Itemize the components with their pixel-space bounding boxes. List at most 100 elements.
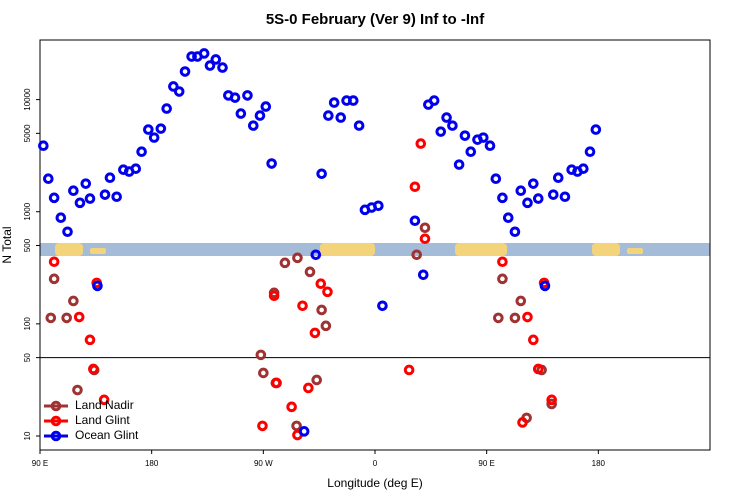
point (179, 66, 191, 77)
y-tick-label: 5000 (23, 124, 32, 142)
point (417, 269, 429, 281)
point (546, 394, 557, 406)
point (304, 266, 316, 278)
point (517, 417, 528, 428)
point (311, 374, 322, 386)
point (92, 280, 103, 292)
point (143, 124, 154, 135)
point (258, 367, 269, 379)
point (217, 62, 228, 73)
point (322, 286, 333, 298)
point (539, 280, 551, 292)
point (497, 256, 508, 268)
point (409, 215, 421, 227)
point (419, 222, 431, 234)
point (48, 192, 60, 204)
point (48, 273, 60, 285)
point (377, 300, 388, 312)
point (298, 426, 310, 437)
point (254, 110, 266, 121)
point (447, 120, 458, 131)
point (229, 92, 241, 103)
point (559, 191, 571, 203)
point (515, 185, 527, 197)
point (347, 95, 359, 106)
y-tick-label: 10 (23, 431, 32, 440)
point (584, 146, 596, 158)
point (320, 320, 332, 332)
point (45, 312, 57, 324)
point (522, 197, 533, 209)
point (271, 377, 282, 389)
point (155, 123, 167, 134)
point (373, 200, 384, 212)
point (453, 159, 465, 170)
point (415, 138, 427, 149)
point (84, 334, 96, 346)
point (484, 140, 496, 152)
point (435, 126, 447, 137)
y-tick-label: 10000 (23, 88, 32, 111)
point (409, 181, 421, 193)
point (104, 172, 116, 184)
point (578, 163, 589, 174)
point (315, 278, 327, 290)
point (493, 312, 504, 324)
point (235, 108, 247, 119)
point (204, 60, 216, 71)
point (279, 257, 291, 269)
point (198, 48, 210, 59)
point (74, 197, 86, 209)
point (490, 173, 502, 185)
x-tick-label: 180 (145, 459, 159, 468)
point (130, 163, 142, 174)
point (335, 112, 347, 123)
point (459, 130, 471, 141)
point (528, 178, 539, 189)
point (403, 364, 415, 376)
point (55, 212, 67, 224)
point (84, 193, 96, 204)
point (532, 363, 544, 375)
point (547, 189, 559, 200)
chart-title: 5S-0 February (Ver 9) Inf to -Inf (266, 11, 485, 28)
point (323, 110, 334, 121)
point (552, 172, 564, 184)
point (509, 312, 521, 324)
x-tick-label: 90 E (32, 459, 48, 468)
point (478, 132, 489, 143)
x-tick-label: 90 W (254, 459, 273, 468)
map-strip (40, 243, 710, 256)
point (68, 295, 79, 307)
point (247, 120, 259, 131)
point (528, 334, 539, 346)
x-axis-label: Longitude (deg E) (327, 476, 422, 490)
point (136, 146, 147, 158)
legend-label: Land Glint (75, 413, 130, 427)
point (68, 185, 79, 197)
point (532, 193, 544, 204)
x-tick-label: 0 (373, 459, 378, 468)
point (210, 54, 222, 65)
point (522, 311, 533, 323)
point (99, 189, 111, 200)
point (590, 124, 602, 135)
legend-marker (50, 400, 62, 412)
point (291, 420, 302, 432)
point (73, 311, 85, 323)
point (509, 226, 521, 238)
point (255, 349, 267, 361)
point (303, 382, 314, 394)
point (260, 101, 272, 112)
point (88, 363, 99, 375)
point (292, 252, 303, 264)
point (310, 249, 322, 261)
point (411, 249, 422, 261)
y-tick-label: 50 (23, 353, 32, 362)
legend-marker (50, 430, 62, 442)
point (441, 112, 452, 123)
y-tick-label: 500 (23, 238, 32, 252)
point (61, 312, 72, 324)
point (257, 420, 268, 432)
point (148, 132, 160, 143)
